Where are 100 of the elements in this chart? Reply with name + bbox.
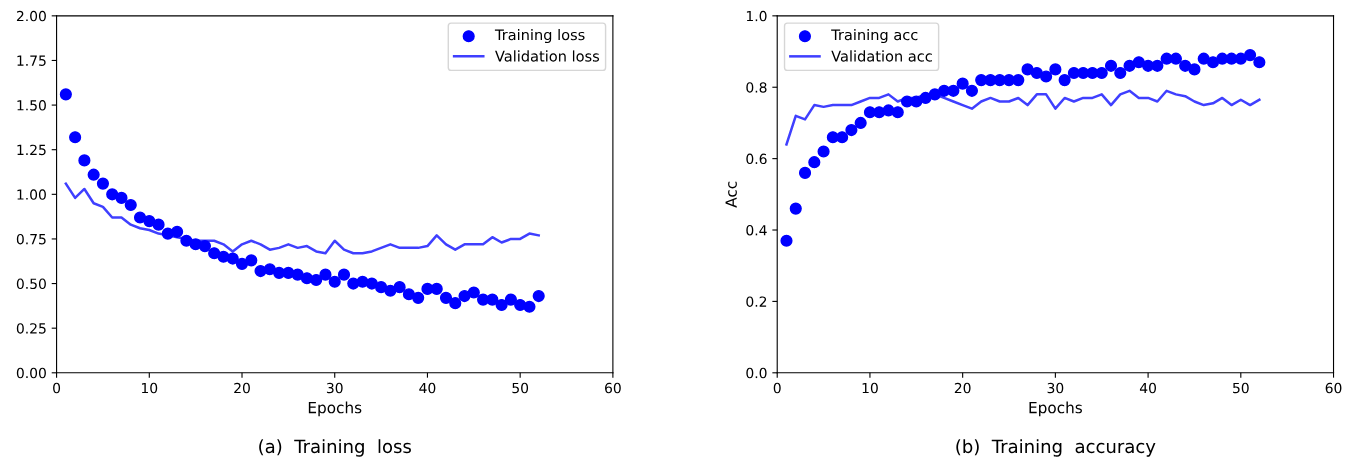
point xyxy=(486,293,499,306)
y-tick-label: 1.00 xyxy=(17,189,46,200)
y-tick-label: 1.25 xyxy=(17,144,46,156)
point xyxy=(523,300,536,313)
x-tick-label: 40 xyxy=(1139,382,1157,394)
point xyxy=(208,247,221,260)
text: (a) Training loss xyxy=(259,439,411,457)
y-tick-label: 0.50 xyxy=(16,278,46,290)
point xyxy=(263,263,276,276)
point xyxy=(310,273,323,287)
point xyxy=(143,215,156,228)
x-tick-label: 40 xyxy=(419,382,436,394)
point xyxy=(780,234,793,247)
point xyxy=(439,291,453,304)
point xyxy=(328,275,341,288)
point xyxy=(532,289,545,303)
point xyxy=(449,297,462,310)
point xyxy=(235,257,249,271)
x-tick-label: 0 xyxy=(53,382,61,394)
text: (b) Training accuracy xyxy=(956,439,1156,457)
y-tick-label: 0.8 xyxy=(746,82,767,93)
x-tick-label: 10 xyxy=(141,382,158,394)
point xyxy=(180,234,193,247)
point xyxy=(384,284,397,297)
point xyxy=(798,166,812,179)
point xyxy=(115,191,128,204)
point xyxy=(96,177,110,190)
point xyxy=(458,289,471,303)
x-tick-label: 30 xyxy=(326,382,343,394)
x-tick-label: 20 xyxy=(954,382,971,394)
point xyxy=(124,198,137,212)
y-tick-label: 1.75 xyxy=(17,55,46,66)
point xyxy=(245,254,258,267)
point xyxy=(87,168,100,181)
point xyxy=(965,84,979,97)
point xyxy=(1040,70,1053,83)
point xyxy=(1197,52,1210,65)
point xyxy=(1188,63,1201,76)
x-axis-title: Epochs xyxy=(1029,401,1082,417)
point xyxy=(375,281,388,294)
point xyxy=(1179,59,1192,72)
point xyxy=(836,131,849,144)
point xyxy=(1151,59,1164,72)
point xyxy=(1132,56,1145,69)
point xyxy=(106,188,119,201)
y-tick-label: 0.2 xyxy=(746,296,767,307)
point xyxy=(495,298,508,312)
x-tick-label: 30 xyxy=(1047,382,1064,394)
y-tick-label: 0.0 xyxy=(746,367,767,379)
point xyxy=(226,252,239,265)
point xyxy=(337,268,351,281)
point xyxy=(152,218,165,231)
point xyxy=(1104,59,1118,72)
point xyxy=(467,286,480,299)
point xyxy=(198,240,211,253)
point xyxy=(845,123,858,137)
point xyxy=(1049,63,1062,76)
legend-label: Validation loss xyxy=(495,50,600,62)
y-tick-label: 1.0 xyxy=(746,10,767,22)
y-tick-label: 0.00 xyxy=(16,367,46,379)
point xyxy=(1021,63,1034,76)
point xyxy=(854,116,867,130)
y-tick-label: 1.50 xyxy=(17,100,46,111)
point xyxy=(808,156,821,169)
point xyxy=(402,288,415,301)
legend-label: Training loss xyxy=(494,28,585,44)
x-tick-label: 0 xyxy=(773,382,781,394)
y-axis-title: Acc xyxy=(725,181,737,208)
point xyxy=(504,293,517,306)
point xyxy=(59,88,72,101)
point xyxy=(69,131,82,144)
point xyxy=(789,202,802,215)
point xyxy=(1030,66,1043,80)
point xyxy=(78,154,91,167)
y-tick-label: 0.75 xyxy=(16,233,46,245)
point xyxy=(1244,49,1257,62)
y-tick-label: 2.00 xyxy=(16,10,46,22)
point xyxy=(319,268,332,281)
legend-label: Training acc xyxy=(831,28,918,44)
x-tick-label: 20 xyxy=(234,382,250,394)
point xyxy=(947,84,960,97)
point xyxy=(1253,56,1266,69)
y-tick-label: 0.25 xyxy=(16,323,46,334)
point xyxy=(1206,56,1220,69)
x-tick-label: 10 xyxy=(862,382,878,394)
x-axis-title: Epochs xyxy=(308,401,362,417)
point xyxy=(910,95,923,108)
x-tick-label: 60 xyxy=(1325,382,1342,394)
y-tick-label: 0.4 xyxy=(746,224,767,236)
x-tick-label: 50 xyxy=(1233,382,1249,394)
point xyxy=(956,77,969,90)
point xyxy=(1058,74,1071,87)
point xyxy=(171,225,184,238)
point xyxy=(412,291,425,304)
point xyxy=(1095,66,1108,80)
legend-label: Validation acc xyxy=(831,50,932,62)
x-tick-label: 60 xyxy=(605,382,621,394)
x-tick-label: 50 xyxy=(512,382,529,394)
point xyxy=(393,281,406,294)
point xyxy=(1012,74,1025,87)
